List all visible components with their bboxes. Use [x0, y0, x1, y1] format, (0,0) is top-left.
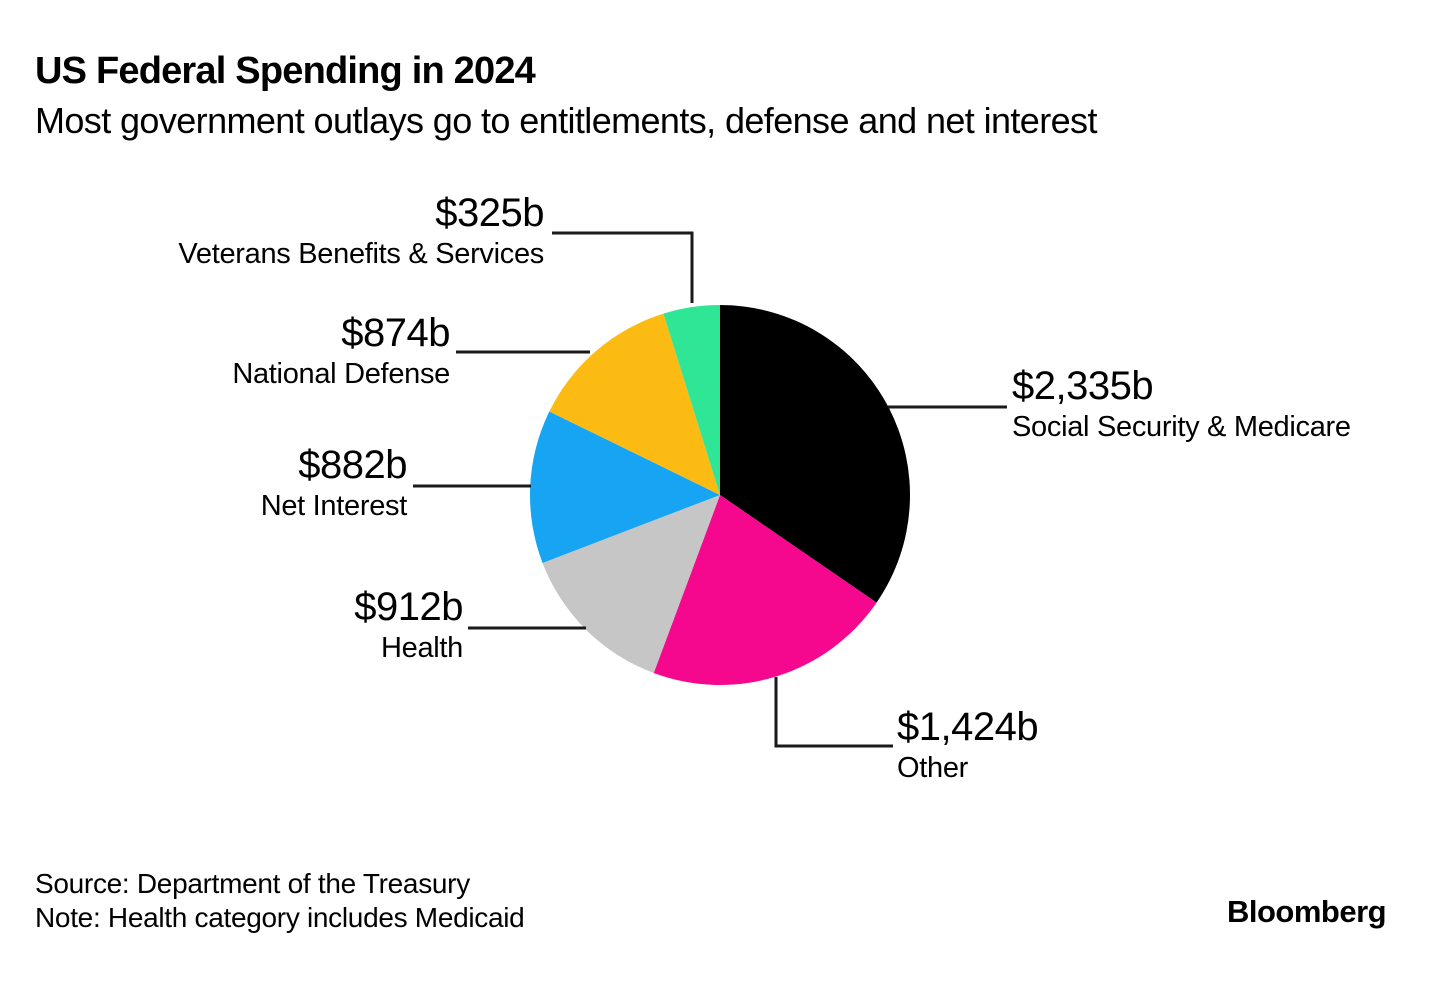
leader-line-other: [774, 677, 893, 748]
callout-label: Other: [897, 752, 969, 784]
callout-label: Veterans Benefits & Services: [178, 238, 544, 270]
pie-slice-national-defense: [549, 313, 720, 495]
callout-value: $882b: [298, 443, 407, 487]
leader-line-veterans: [552, 231, 694, 303]
pie-slice-health: [542, 495, 720, 674]
health-note: Note: Health category includes Medicaid: [35, 902, 525, 933]
callout-other: $1,424b Other: [897, 704, 1039, 786]
callout-veterans: $325b Veterans Benefits & Services: [178, 190, 544, 272]
callout-label: Social Security & Medicare: [1012, 411, 1351, 443]
callout-value: $874b: [341, 311, 450, 355]
pie-slice-net-interest: [529, 411, 720, 563]
pie-slice-veterans-benefits-services: [663, 305, 720, 495]
bloomberg-logo: Bloomberg: [1227, 894, 1387, 929]
callout-value: $912b: [354, 585, 463, 629]
callout-net-interest: $882b Net Interest: [260, 442, 408, 524]
pie-chart: [529, 305, 911, 685]
callout-value: $1,424b: [897, 705, 1039, 749]
pie-slice-other: [653, 495, 877, 685]
pie-slice-social-security-medicare: [720, 305, 911, 603]
callout-label: Health: [380, 632, 463, 664]
callout-label: Net Interest: [260, 490, 408, 522]
callout-value: $2,335b: [1012, 364, 1154, 408]
source-note: Source: Department of the Treasury: [35, 868, 470, 899]
callout-health: $912b Health: [354, 584, 463, 666]
chart-subtitle: Most government outlays go to entitlemen…: [35, 100, 1097, 141]
callout-social-security: $2,335b Social Security & Medicare: [1012, 363, 1351, 445]
callout-national-defense: $874b National Defense: [232, 310, 450, 392]
chart-title: US Federal Spending in 2024: [35, 50, 536, 92]
callout-label: National Defense: [232, 358, 450, 390]
callout-value: $325b: [435, 191, 544, 235]
